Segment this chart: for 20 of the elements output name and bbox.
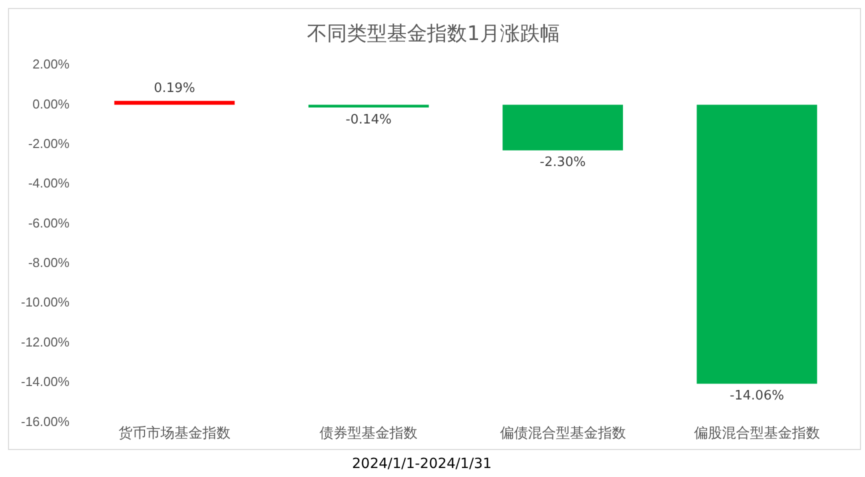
chart-title: 不同类型基金指数1月涨跌幅 (307, 21, 560, 46)
x-tick-label: 偏债混合型基金指数 (500, 424, 626, 440)
x-tick-label: 偏股混合型基金指数 (694, 424, 820, 440)
data-label: 0.19% (154, 80, 196, 96)
y-tick-label: -8.00% (28, 255, 70, 270)
y-tick-label: -16.00% (21, 414, 70, 429)
y-tick-label: 2.00% (32, 56, 70, 72)
y-tick-label: -4.00% (28, 176, 70, 191)
data-label: -0.14% (346, 112, 392, 128)
y-tick-label: 0.00% (32, 96, 70, 112)
y-tick-label: -12.00% (21, 334, 70, 350)
text: 2024/1/1-2024/1/31 (352, 456, 492, 472)
x-tick-label: 债券型基金指数 (320, 424, 418, 440)
y-tick-label: -10.00% (21, 294, 70, 310)
y-tick-label: -6.00% (28, 215, 70, 230)
y-tick-label: -2.00% (28, 136, 70, 151)
data-label: -14.06% (730, 388, 784, 404)
data-label: -2.30% (540, 155, 586, 170)
x-tick-label: 货币市场基金指数 (118, 424, 230, 440)
y-tick-label: -14.00% (21, 374, 70, 390)
